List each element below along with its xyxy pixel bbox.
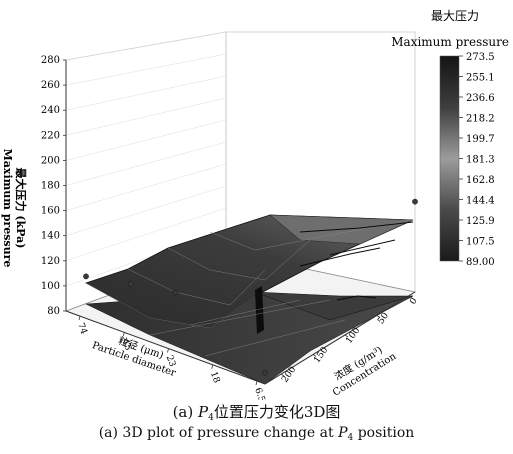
- surface-mesh: [85, 219, 414, 357]
- caption-zh: (a) P4位置压力变化3D图: [0, 401, 513, 423]
- x-tick-label: 23: [164, 354, 177, 368]
- surface-points: [83, 198, 418, 376]
- x-tick-label: 74: [75, 322, 88, 336]
- surface-lower-ridge: [254, 291, 414, 321]
- x-tick-label: 18: [208, 370, 221, 384]
- z-tick-label: 180: [41, 181, 60, 192]
- z-tick-label: 200: [41, 155, 60, 166]
- caption-zh-sub: 4: [208, 413, 214, 423]
- surface-point: [412, 198, 418, 205]
- surface-point: [127, 280, 134, 287]
- colorbar-ticks: 273.5 255.1 236.6 218.2 199.7 181.3 162.8 144.4…: [459, 52, 495, 268]
- surface-fold: [255, 286, 264, 334]
- colorbar-tick-label: 255.1: [466, 73, 495, 84]
- x-tick-mark: [122, 332, 125, 337]
- z-axis-title-en: Maximum pressure: [1, 149, 14, 268]
- z-tick-label: 240: [41, 105, 60, 116]
- x-tick-mark: [78, 315, 81, 321]
- colorbar-tick-label: 89.00: [466, 257, 495, 268]
- colorbar-tick-label: 236.6: [466, 93, 495, 104]
- y-tick-mark: [280, 373, 285, 377]
- surface-point: [83, 273, 89, 280]
- z-tick-label: 260: [41, 80, 60, 91]
- grid-lines: [65, 31, 227, 287]
- caption-en-var: P: [338, 425, 348, 441]
- z-grid-line: [65, 141, 227, 186]
- z-grid-line: [65, 75, 227, 111]
- z-grid-line: [65, 31, 227, 61]
- colorbar-tick-label: 218.2: [466, 114, 495, 125]
- y-tick-mark: [344, 334, 349, 338]
- z-grid-line: [65, 97, 227, 136]
- z-grid-line: [65, 185, 227, 236]
- colorbar-tick-label: 199.7: [466, 134, 495, 145]
- surface-contours: [299, 221, 414, 301]
- colorbar-tick-label: 107.5: [466, 237, 495, 248]
- caption-zh-var: P: [198, 403, 209, 421]
- colorbar-tick-label: 144.4: [466, 196, 495, 207]
- z-tick-label: 220: [41, 130, 60, 141]
- y-tick-label: 0: [408, 296, 420, 307]
- colorbar-tick-label: 273.5: [466, 52, 495, 63]
- caption-zh-prefix: (a): [172, 403, 198, 421]
- z-axis-title-zh: 最大压力 (kPa): [14, 168, 28, 249]
- z-tick-label: 120: [41, 256, 60, 267]
- colorbar: [439, 55, 460, 262]
- colorbar-title-en: Maximum pressure: [391, 35, 509, 49]
- x-tick-label: 6.5: [252, 387, 266, 400]
- z-tick-label: 160: [41, 206, 60, 217]
- colorbar-title-zh: 最大压力: [431, 9, 479, 23]
- colorbar-tick-label: 162.8: [466, 175, 495, 186]
- z-tick-label: 80: [47, 306, 60, 317]
- z-axis-ticks: 80 100 120 140 160 180 200 220 240 260 280: [41, 55, 66, 317]
- x-tick-mark: [167, 348, 169, 353]
- x-tick-label: 45: [119, 338, 132, 352]
- caption-en-suffix: position: [353, 425, 415, 441]
- z-tick-label: 280: [41, 55, 60, 66]
- z-tick-label: 100: [41, 281, 60, 292]
- caption-en: (a) 3D plot of pressure change at P4 pos…: [0, 425, 513, 443]
- surface-point: [172, 289, 179, 296]
- x-axis-ticks: 74 45 23 18 6.5: [75, 315, 267, 400]
- z-grid-line: [65, 207, 227, 262]
- y-tick-mark: [376, 315, 381, 318]
- caption-en-sub: 4: [347, 433, 354, 443]
- x-tick-mark: [255, 380, 258, 386]
- z-grid-line: [65, 119, 227, 161]
- caption-en-prefix: (a) 3D plot of pressure change at: [98, 425, 339, 441]
- y-tick-mark: [408, 295, 413, 299]
- colorbar-tick-label: 125.9: [466, 216, 495, 227]
- caption-zh-suffix: 位置压力变化3D图: [213, 403, 341, 421]
- y-tick-mark: [312, 354, 317, 357]
- colorbar-tick-label: 181.3: [466, 155, 495, 166]
- surface-point: [262, 369, 268, 376]
- x-tick-mark: [211, 364, 214, 369]
- z-grid-line: [65, 53, 227, 86]
- z-grid-line: [65, 163, 227, 211]
- z-tick-label: 140: [41, 231, 60, 242]
